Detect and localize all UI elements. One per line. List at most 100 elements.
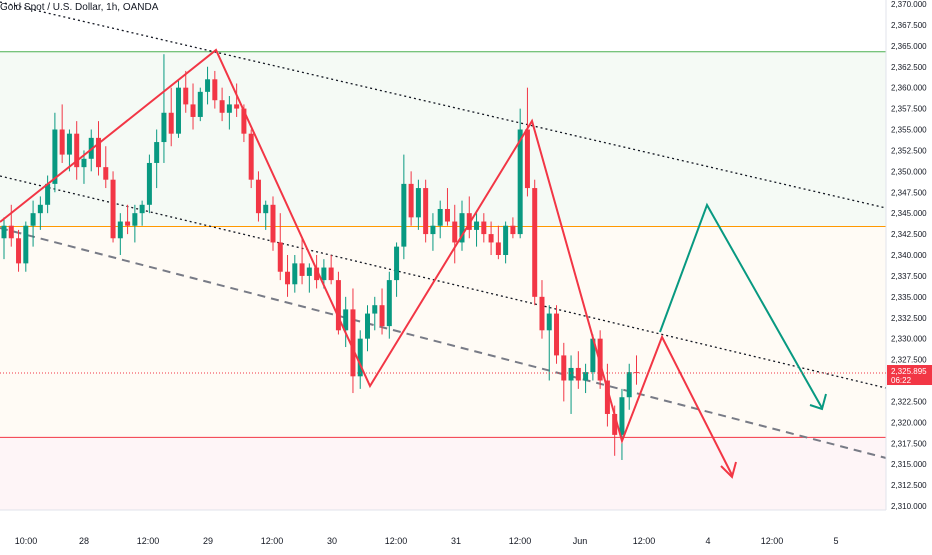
candle-body bbox=[161, 112, 167, 143]
candle-body bbox=[546, 313, 552, 331]
chart-title: Gold Spot / U.S. Dollar, 1h, OANDA bbox=[0, 2, 159, 13]
candle-body bbox=[263, 204, 269, 214]
candle bbox=[23, 221, 29, 272]
time-tick-label: 5 bbox=[833, 536, 838, 546]
price-tick-label: 2,322.500 bbox=[891, 397, 927, 406]
candle-body bbox=[241, 108, 247, 134]
candle bbox=[495, 225, 501, 260]
candle-body bbox=[394, 246, 400, 281]
price-tick-label: 2,335.000 bbox=[891, 293, 927, 302]
price-tick-label: 2,310.000 bbox=[891, 502, 927, 511]
candle-body bbox=[292, 263, 298, 285]
price-tick-label: 2,315.000 bbox=[891, 460, 927, 469]
candle-body bbox=[59, 129, 65, 155]
candle bbox=[183, 70, 189, 113]
price-tick-label: 2,345.000 bbox=[891, 209, 927, 218]
candle-body bbox=[415, 188, 421, 218]
candle-body bbox=[74, 133, 80, 168]
candle bbox=[96, 121, 102, 176]
candle-body bbox=[372, 305, 378, 314]
candle bbox=[423, 179, 429, 243]
candle bbox=[328, 255, 334, 285]
candle bbox=[401, 154, 407, 260]
countdown-timer: 06:22 bbox=[891, 376, 912, 385]
lower-zone-band bbox=[0, 437, 886, 510]
candle-body bbox=[386, 280, 392, 327]
time-tick-label: 31 bbox=[451, 536, 461, 546]
price-tick-label: 2,370.000 bbox=[891, 0, 927, 9]
candle bbox=[45, 175, 51, 214]
time-tick-label: 12:00 bbox=[261, 536, 284, 546]
price-tick-label: 2,350.000 bbox=[891, 167, 927, 176]
candle-body bbox=[226, 104, 232, 113]
candle-body bbox=[503, 225, 509, 255]
time-tick-label: 28 bbox=[79, 536, 89, 546]
candle-body bbox=[343, 309, 349, 331]
candle bbox=[394, 242, 400, 297]
candle-body bbox=[255, 179, 261, 214]
candle bbox=[234, 83, 240, 117]
candle-body bbox=[299, 263, 305, 276]
candle bbox=[299, 238, 305, 285]
candle bbox=[219, 87, 225, 122]
time-tick-label: 12:00 bbox=[137, 536, 160, 546]
candle bbox=[365, 305, 370, 352]
candle bbox=[539, 280, 545, 339]
bearish-arrow-head bbox=[720, 461, 737, 479]
candle bbox=[583, 363, 589, 394]
candle-body bbox=[488, 234, 494, 243]
candle-body bbox=[335, 280, 341, 331]
candle bbox=[532, 179, 538, 306]
candle-body bbox=[350, 309, 356, 377]
candle-body bbox=[168, 112, 174, 134]
candle bbox=[430, 213, 436, 251]
candle bbox=[132, 204, 138, 243]
candle-body bbox=[234, 104, 240, 109]
price-tick-label: 2,317.500 bbox=[891, 439, 927, 448]
candle-body bbox=[510, 225, 516, 235]
candle-body bbox=[16, 238, 22, 264]
candle bbox=[248, 129, 254, 189]
candle-body bbox=[37, 204, 43, 214]
candle bbox=[568, 355, 574, 414]
candle-body bbox=[444, 208, 450, 222]
candle bbox=[175, 79, 181, 138]
candle-body bbox=[285, 271, 291, 285]
candle bbox=[415, 179, 421, 230]
candle bbox=[212, 70, 218, 109]
candle-body bbox=[590, 338, 596, 373]
candle-body bbox=[81, 158, 87, 168]
candle bbox=[161, 54, 167, 163]
candle-body bbox=[314, 267, 320, 281]
price-tick-label: 2,330.000 bbox=[891, 335, 927, 344]
candle-body bbox=[365, 313, 370, 339]
candle bbox=[168, 87, 174, 147]
price-tick-label: 2,337.500 bbox=[891, 272, 927, 281]
candle-body bbox=[328, 267, 334, 281]
candle-body bbox=[212, 79, 218, 101]
candle bbox=[524, 87, 530, 197]
candle-body bbox=[321, 267, 327, 281]
candle bbox=[554, 305, 560, 364]
time-axis-background bbox=[0, 510, 886, 550]
candle bbox=[103, 146, 109, 189]
candle-body bbox=[583, 372, 589, 381]
price-tick-label: 2,312.500 bbox=[891, 481, 927, 490]
candle-body bbox=[604, 380, 610, 414]
candle bbox=[74, 121, 80, 180]
candle bbox=[444, 188, 450, 226]
candle bbox=[306, 263, 312, 293]
candle-body bbox=[125, 221, 131, 226]
candle-body bbox=[52, 129, 58, 184]
candle bbox=[292, 255, 298, 293]
candle-body bbox=[23, 225, 29, 264]
price-tick-label: 2,365.000 bbox=[891, 42, 927, 51]
candle bbox=[517, 108, 523, 239]
candle-body bbox=[219, 100, 225, 113]
candle bbox=[452, 204, 458, 264]
candle-body bbox=[408, 183, 414, 218]
candle-body bbox=[626, 372, 632, 398]
candle-body bbox=[103, 167, 109, 180]
